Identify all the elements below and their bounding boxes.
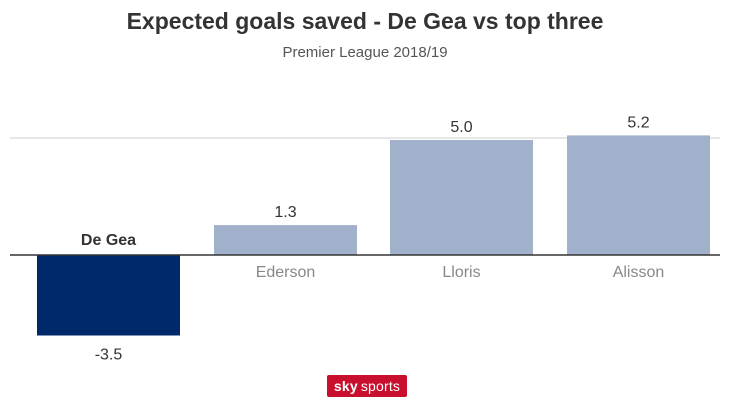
value-label: 5.0 xyxy=(450,119,472,136)
logo-text-sky: sky xyxy=(333,378,358,394)
value-label: -3.5 xyxy=(95,347,123,364)
bar-de-gea xyxy=(37,255,180,336)
bar-alisson xyxy=(567,135,710,255)
sky-sports-logo: sky sports xyxy=(327,375,407,397)
value-label: 1.3 xyxy=(274,204,296,221)
category-label: Alisson xyxy=(613,264,665,281)
bar-ederson xyxy=(214,225,357,255)
chart-subtitle: Premier League 2018/19 xyxy=(282,44,448,61)
category-label: De Gea xyxy=(81,232,136,249)
chart-title: Expected goals saved - De Gea vs top thr… xyxy=(126,8,604,34)
value-label: 5.2 xyxy=(627,114,649,131)
logo-text-sports: sports xyxy=(360,378,401,394)
category-label: Ederson xyxy=(256,264,316,281)
bar-lloris xyxy=(390,140,533,255)
category-label: Lloris xyxy=(442,264,480,281)
